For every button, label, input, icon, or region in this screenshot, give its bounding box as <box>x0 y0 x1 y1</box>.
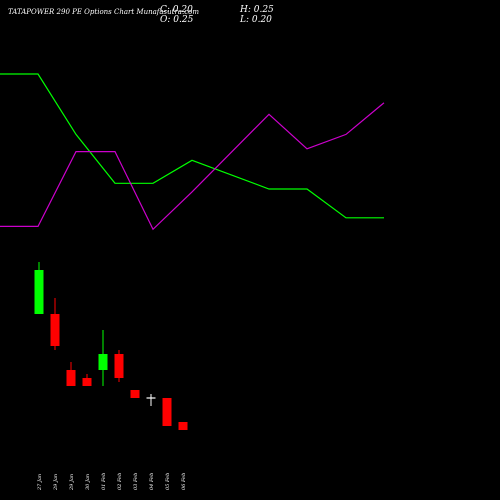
x-tick-label: 03 Feb <box>133 473 139 490</box>
candle <box>114 350 124 382</box>
candle-body <box>34 270 44 314</box>
x-tick-label: 02 Feb <box>117 473 123 490</box>
x-tick-label: 01 Feb <box>101 473 107 490</box>
candle <box>130 390 140 398</box>
candle-body <box>82 378 92 386</box>
candle <box>162 398 172 426</box>
x-tick-label: 05 Feb <box>165 473 171 490</box>
candle <box>66 362 76 386</box>
candle-body <box>130 390 140 398</box>
x-tick-label: 06 Feb <box>181 473 187 490</box>
candle <box>98 330 108 386</box>
candle-body <box>162 398 172 426</box>
candle <box>82 374 92 386</box>
x-tick-label: 27 Jan <box>37 474 43 491</box>
candle <box>34 262 44 314</box>
high-value: H: 0.25 <box>240 5 274 15</box>
candle-body <box>50 314 60 346</box>
x-tick-label: 04 Feb <box>149 473 155 490</box>
chart-title: TATAPOWER 290 PE Options Chart Munafasut… <box>8 8 199 16</box>
x-tick-label: 29 Jan <box>53 474 59 491</box>
candle-body <box>66 370 76 386</box>
x-tick-label: 29 Jan <box>69 474 75 491</box>
candle-body <box>178 422 188 430</box>
x-tick-label: 30 Jan <box>85 474 91 490</box>
candle <box>50 298 60 350</box>
candlesticks <box>34 262 188 430</box>
indicator-line-2 <box>0 102 385 231</box>
indicator-lines <box>0 73 385 231</box>
candle-body <box>98 354 108 370</box>
candle <box>178 422 188 430</box>
open-value: O: 0.25 <box>160 15 194 25</box>
low-value: L: 0.20 <box>240 15 272 25</box>
close-value: C: 0.20 <box>160 5 193 15</box>
candle <box>146 394 156 406</box>
indicator-line-1 <box>0 73 384 219</box>
x-axis-labels: 27 Jan 29 Jan 29 Jan 30 Jan 01 Feb 02 Feb 03 F… <box>37 473 187 491</box>
candle-body <box>114 354 124 378</box>
